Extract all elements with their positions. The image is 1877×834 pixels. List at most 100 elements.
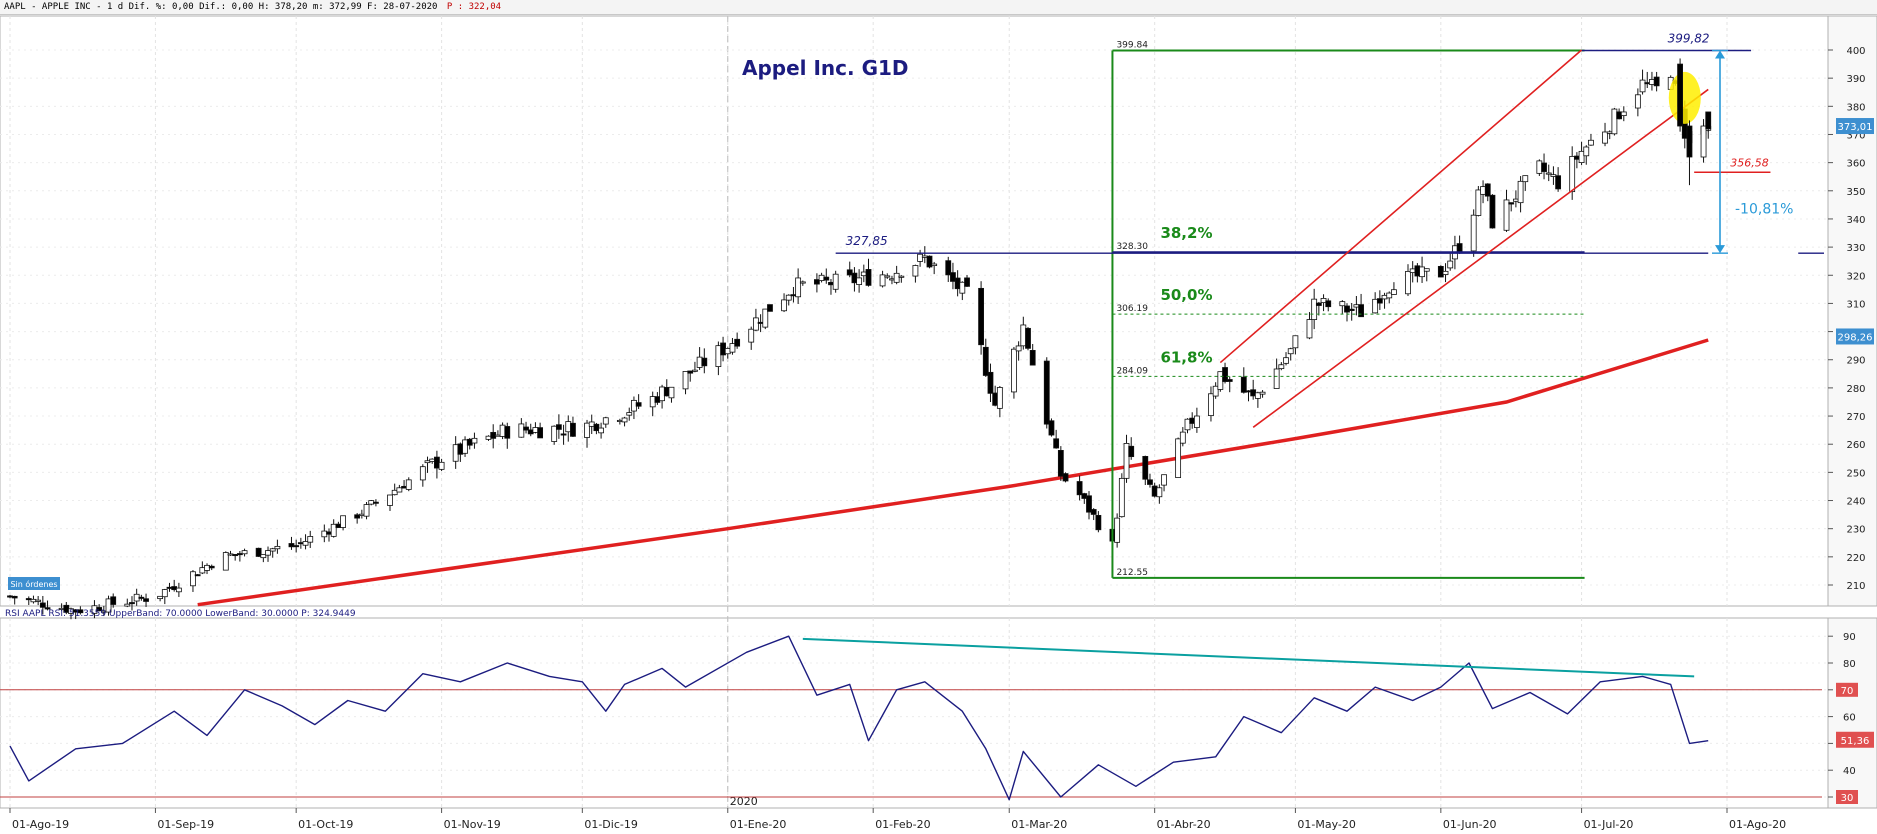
- arrow-head-down: [1715, 245, 1725, 254]
- candle-up: [1184, 418, 1191, 431]
- candle-up: [1700, 125, 1707, 158]
- candle-down: [1086, 495, 1092, 513]
- x-tick-label: 01-Ago-19: [12, 818, 69, 831]
- candle-down: [457, 443, 464, 455]
- low-after-drop-label: 356,58: [1730, 156, 1769, 169]
- fibonacci-percent-label: 61,8%: [1160, 348, 1212, 366]
- candle-down: [110, 596, 117, 605]
- candle-up: [1503, 199, 1510, 231]
- candle-up: [602, 417, 609, 425]
- candle-down: [288, 543, 295, 548]
- x-tick-label: 01-Ago-20: [1729, 818, 1786, 831]
- candle-down: [1151, 485, 1158, 497]
- candle-up: [682, 371, 689, 390]
- candle-down: [39, 602, 46, 608]
- fibonacci-level-label: 306.19: [1116, 304, 1148, 314]
- candle-up: [1419, 266, 1425, 278]
- candle-up: [584, 422, 590, 438]
- y-tick-label: 260: [1846, 440, 1865, 451]
- rsi-tick-label: 60: [1843, 713, 1856, 724]
- candle-up: [912, 265, 919, 277]
- candle-down: [992, 392, 999, 406]
- candle-up: [199, 567, 206, 574]
- x-tick-label: 01-Mar-20: [1011, 818, 1067, 831]
- high-label: 399,82: [1668, 32, 1710, 46]
- candle-up: [358, 513, 365, 516]
- candle-up: [616, 419, 623, 422]
- candle-up: [631, 399, 637, 412]
- candle-up: [161, 589, 168, 598]
- candle-up: [1536, 160, 1543, 174]
- candle-down: [720, 342, 726, 356]
- candle-up: [396, 487, 403, 493]
- y-tick-label: 340: [1846, 215, 1865, 226]
- candle-up: [1391, 289, 1397, 295]
- candle-up: [931, 263, 938, 266]
- candle-up: [996, 387, 1003, 409]
- candle-down: [1705, 111, 1712, 130]
- candle-up: [621, 417, 628, 423]
- candle-up: [551, 425, 558, 442]
- candle-down: [593, 423, 600, 432]
- y-tick-label: 250: [1846, 468, 1865, 479]
- candle-down: [129, 602, 135, 605]
- y-tick-label: 220: [1846, 553, 1865, 564]
- candle-up: [35, 599, 42, 602]
- candle-down: [335, 523, 342, 528]
- fibonacci-level-label: 212.55: [1116, 568, 1148, 578]
- candle-up: [1639, 79, 1646, 93]
- candle-down: [701, 357, 708, 367]
- rsi-band-badge: [1836, 682, 1858, 697]
- candle-up: [1217, 371, 1224, 390]
- candle-down: [1489, 194, 1496, 229]
- x-tick-label: 01-Nov-19: [444, 818, 501, 831]
- candle-up: [405, 479, 412, 490]
- candle-up: [1381, 294, 1388, 300]
- candle-down: [1081, 493, 1088, 499]
- candle-up: [1015, 345, 1022, 352]
- candle-up: [1475, 189, 1482, 216]
- candle-up: [1442, 270, 1449, 275]
- fibonacci-level-label: 284.09: [1116, 366, 1148, 376]
- candle-up: [105, 598, 112, 613]
- candle-up: [265, 550, 271, 556]
- candle-up: [1212, 385, 1219, 397]
- candle-up: [157, 595, 164, 600]
- candle-up: [452, 444, 459, 462]
- candle-down: [654, 396, 661, 403]
- candle-down: [326, 531, 332, 535]
- ma-value-badge-label: 298,26: [1838, 332, 1873, 343]
- candle-down: [1644, 82, 1651, 85]
- y-tick-label: 400: [1846, 46, 1865, 57]
- candle-up: [781, 299, 787, 312]
- candle-up: [494, 434, 501, 437]
- rsi-tick-label: 80: [1843, 659, 1856, 670]
- candle-up: [1405, 271, 1411, 295]
- candle-down: [194, 574, 201, 577]
- candle-up: [485, 435, 492, 440]
- candle-down: [354, 514, 361, 519]
- candle-up: [659, 386, 665, 402]
- candle-down: [1062, 473, 1069, 482]
- candle-down: [954, 277, 961, 290]
- x-tick-label: 01-Dic-19: [584, 818, 638, 831]
- candle-up: [471, 437, 478, 444]
- y-tick-label: 370: [1846, 130, 1865, 141]
- candle-up: [795, 277, 802, 298]
- candle-up: [1512, 198, 1519, 202]
- candle-up: [391, 489, 398, 496]
- candle-down: [1653, 76, 1660, 87]
- candle-down: [846, 269, 853, 276]
- candle-down: [1076, 481, 1083, 496]
- candle-up: [204, 564, 210, 571]
- candle-down: [527, 429, 534, 435]
- y-tick-label: 330: [1846, 243, 1865, 254]
- candle-down: [1128, 445, 1135, 458]
- candle-down: [255, 547, 262, 557]
- candle-up: [1569, 156, 1576, 193]
- candle-up: [387, 494, 393, 506]
- candle-down: [1189, 417, 1196, 424]
- candle-down: [293, 545, 300, 548]
- candle-up: [668, 386, 675, 399]
